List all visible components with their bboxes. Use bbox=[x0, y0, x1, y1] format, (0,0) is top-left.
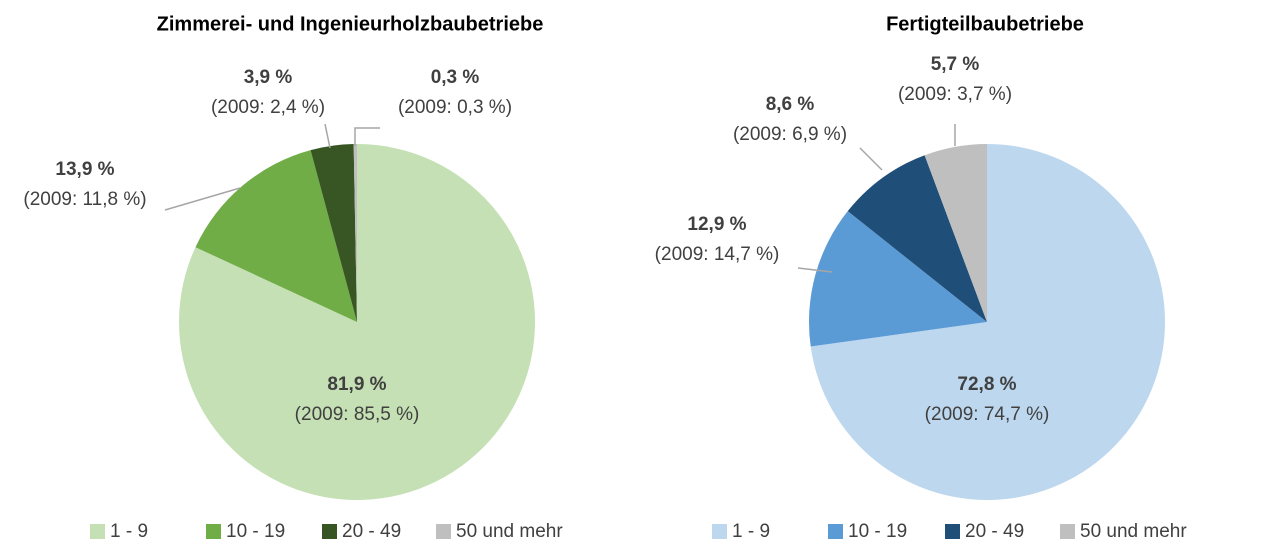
legend-label: 50 und mehr bbox=[456, 521, 563, 542]
legend-swatch bbox=[828, 524, 843, 539]
legend-swatch bbox=[712, 524, 727, 539]
pie-slice bbox=[195, 150, 357, 322]
pie-slice bbox=[809, 211, 987, 347]
chart-title: Fertigteilbaubetriebe bbox=[886, 13, 1084, 35]
annotation: (2009: 3,7 %) bbox=[898, 84, 1012, 105]
legend-swatch bbox=[436, 524, 451, 539]
legend-label: 10 - 19 bbox=[226, 521, 285, 542]
pie-slice bbox=[810, 144, 1165, 500]
pie-slice bbox=[847, 155, 987, 322]
leader-line bbox=[354, 127, 380, 146]
leader-line bbox=[324, 123, 331, 149]
value-label: 81,9 % bbox=[327, 374, 386, 395]
value-label: 12,9 % bbox=[687, 214, 746, 235]
pie-slice bbox=[353, 144, 357, 322]
value-label: 72,8 % bbox=[957, 374, 1016, 395]
legend-swatch bbox=[1060, 524, 1075, 539]
annotation: (2009: 14,7 %) bbox=[655, 244, 780, 265]
legend-swatch bbox=[90, 524, 105, 539]
annotation: (2009: 6,9 %) bbox=[733, 124, 847, 145]
legend-label: 1 - 9 bbox=[732, 521, 770, 542]
legend-swatch bbox=[945, 524, 960, 539]
annotation: (2009: 2,4 %) bbox=[211, 97, 325, 118]
value-label: 3,9 % bbox=[244, 67, 293, 88]
value-label: 8,6 % bbox=[766, 94, 815, 115]
pie-slice bbox=[924, 144, 987, 322]
value-label: 5,7 % bbox=[931, 54, 980, 75]
annotation: (2009: 11,8 %) bbox=[23, 189, 146, 210]
legend-swatch bbox=[322, 524, 337, 539]
pie-slice bbox=[179, 144, 536, 501]
value-label: 0,3 % bbox=[431, 67, 480, 88]
legend-label: 20 - 49 bbox=[965, 521, 1024, 542]
legend-swatch bbox=[206, 524, 221, 539]
legend-label: 50 und mehr bbox=[1080, 521, 1187, 542]
annotation: (2009: 74,7 %) bbox=[925, 404, 1050, 425]
legend-label: 10 - 19 bbox=[848, 521, 907, 542]
chart-title: Zimmerei- und Ingenieurholzbaubetriebe bbox=[157, 13, 544, 35]
annotation: (2009: 85,5 %) bbox=[295, 404, 420, 425]
value-label: 13,9 % bbox=[55, 159, 114, 180]
leader-line bbox=[797, 267, 833, 273]
legend-label: 1 - 9 bbox=[110, 521, 148, 542]
leader-line bbox=[859, 147, 883, 171]
leader-line bbox=[164, 187, 241, 211]
legend-label: 20 - 49 bbox=[342, 521, 401, 542]
annotation: (2009: 0,3 %) bbox=[398, 97, 512, 118]
pie-slice bbox=[310, 144, 357, 322]
